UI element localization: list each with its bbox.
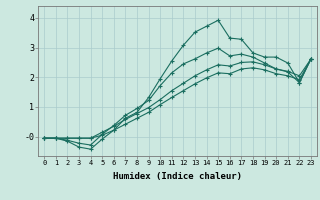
X-axis label: Humidex (Indice chaleur): Humidex (Indice chaleur): [113, 172, 242, 181]
